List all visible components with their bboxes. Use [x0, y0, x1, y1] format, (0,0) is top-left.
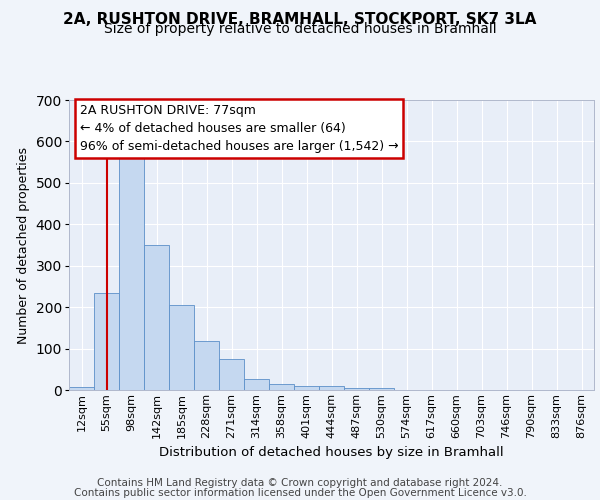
- Bar: [319, 386, 344, 390]
- Text: Contains HM Land Registry data © Crown copyright and database right 2024.: Contains HM Land Registry data © Crown c…: [97, 478, 503, 488]
- Bar: [194, 341, 219, 390]
- Bar: [269, 384, 294, 390]
- Bar: [219, 359, 244, 390]
- Bar: [94, 292, 119, 390]
- Bar: [169, 305, 194, 390]
- Bar: [69, 386, 94, 390]
- Bar: [294, 386, 319, 390]
- Bar: [144, 245, 169, 390]
- Text: Size of property relative to detached houses in Bramhall: Size of property relative to detached ho…: [104, 22, 496, 36]
- Bar: [119, 146, 144, 390]
- Bar: [344, 388, 369, 390]
- Text: 2A, RUSHTON DRIVE, BRAMHALL, STOCKPORT, SK7 3LA: 2A, RUSHTON DRIVE, BRAMHALL, STOCKPORT, …: [64, 12, 536, 28]
- Bar: [369, 388, 394, 390]
- X-axis label: Distribution of detached houses by size in Bramhall: Distribution of detached houses by size …: [159, 446, 504, 459]
- Text: 2A RUSHTON DRIVE: 77sqm
← 4% of detached houses are smaller (64)
96% of semi-det: 2A RUSHTON DRIVE: 77sqm ← 4% of detached…: [79, 104, 398, 154]
- Bar: [244, 379, 269, 390]
- Y-axis label: Number of detached properties: Number of detached properties: [17, 146, 30, 344]
- Text: Contains public sector information licensed under the Open Government Licence v3: Contains public sector information licen…: [74, 488, 526, 498]
